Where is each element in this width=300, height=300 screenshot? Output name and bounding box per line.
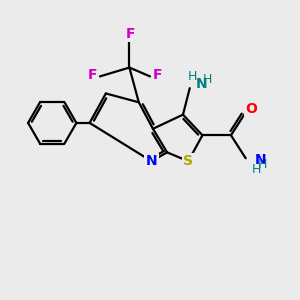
Text: H: H (203, 74, 212, 86)
Text: H: H (252, 163, 262, 176)
Text: H: H (188, 70, 197, 83)
Text: N: N (254, 153, 266, 167)
Text: H: H (258, 158, 268, 171)
Text: F: F (153, 68, 162, 82)
Text: O: O (245, 102, 257, 116)
Text: F: F (88, 68, 97, 82)
Text: N: N (146, 154, 157, 168)
Text: F: F (126, 27, 136, 41)
Text: S: S (183, 154, 193, 168)
Text: N: N (196, 77, 208, 91)
